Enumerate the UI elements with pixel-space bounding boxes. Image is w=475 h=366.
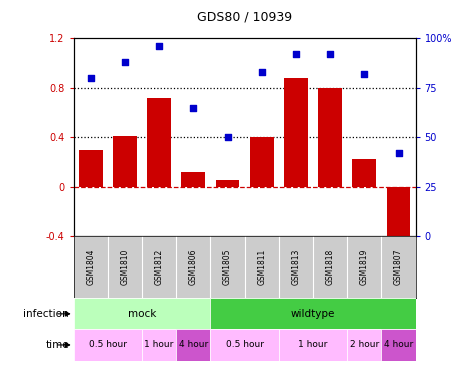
Point (395, 150, 402, 156)
Point (258, 69, 266, 75)
Point (87, 75, 95, 81)
Bar (347, 329, 381, 361)
Text: 0.5 hour: 0.5 hour (89, 340, 127, 350)
Text: GSM1819: GSM1819 (360, 249, 369, 285)
Point (190, 105, 197, 111)
Point (361, 71, 368, 77)
Text: GSM1807: GSM1807 (394, 249, 403, 285)
Text: 4 hour: 4 hour (179, 340, 208, 350)
Bar (381, 329, 416, 361)
Text: GSM1806: GSM1806 (189, 249, 198, 285)
Bar (74, 298, 210, 329)
Bar (250, 137, 274, 187)
Text: wildtype: wildtype (291, 309, 335, 319)
Point (155, 44, 163, 49)
Text: GSM1818: GSM1818 (326, 249, 334, 285)
Text: GSM1812: GSM1812 (155, 249, 163, 285)
Bar (216, 180, 239, 187)
Bar (210, 329, 279, 361)
Text: 1 hour: 1 hour (298, 340, 328, 350)
Text: 0.5 hour: 0.5 hour (226, 340, 264, 350)
Text: GDS80 / 10939: GDS80 / 10939 (197, 11, 292, 24)
Bar (318, 88, 342, 187)
Point (121, 59, 129, 65)
Bar (352, 160, 376, 187)
Text: GSM1811: GSM1811 (257, 249, 266, 285)
Text: 2 hour: 2 hour (350, 340, 379, 350)
Bar (79, 150, 103, 187)
Text: infection: infection (23, 309, 69, 319)
Text: 4 hour: 4 hour (384, 340, 413, 350)
Text: GSM1813: GSM1813 (292, 249, 300, 285)
Text: mock: mock (128, 309, 156, 319)
Bar (113, 136, 137, 187)
Bar (147, 98, 171, 187)
Bar (279, 329, 347, 361)
Text: time: time (45, 340, 69, 350)
Point (292, 51, 300, 57)
Bar (74, 329, 142, 361)
Text: GSM1804: GSM1804 (86, 249, 95, 285)
Point (224, 134, 231, 140)
Text: GSM1810: GSM1810 (121, 249, 129, 285)
Text: 1 hour: 1 hour (144, 340, 174, 350)
Bar (176, 329, 210, 361)
Text: GSM1805: GSM1805 (223, 249, 232, 285)
Bar (284, 78, 308, 187)
Bar (210, 298, 416, 329)
Bar (142, 329, 176, 361)
Bar (387, 187, 410, 249)
Point (326, 51, 334, 57)
Bar (181, 172, 205, 187)
